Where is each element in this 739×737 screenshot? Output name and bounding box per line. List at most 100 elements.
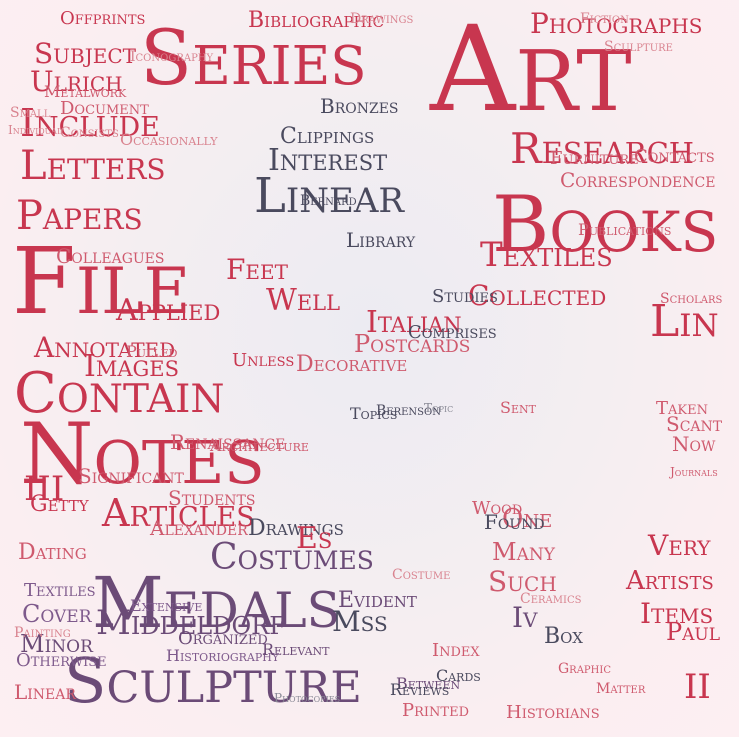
cloud-word: Ceramics bbox=[520, 591, 582, 607]
cloud-word: Document bbox=[60, 98, 149, 119]
cloud-word: Ulrich bbox=[30, 65, 123, 98]
cloud-word: Taken bbox=[656, 398, 708, 419]
cloud-word: File bbox=[12, 228, 191, 335]
cloud-word: Evident bbox=[338, 588, 417, 613]
cloud-word: Now bbox=[672, 432, 716, 456]
cloud-word: Contacts bbox=[634, 146, 715, 167]
cloud-word: Dating bbox=[18, 540, 87, 565]
cloud-word: Costume bbox=[392, 567, 451, 583]
cloud-word: Reviews bbox=[390, 680, 450, 699]
cloud-word: II bbox=[684, 667, 711, 707]
cloud-word: Series bbox=[140, 13, 367, 102]
cloud-word: Textiles bbox=[24, 580, 96, 601]
cloud-word: Minor bbox=[20, 630, 93, 658]
cloud-word: Cover bbox=[22, 600, 92, 628]
cloud-word: Sculpture bbox=[604, 39, 673, 55]
cloud-word: Unless bbox=[232, 350, 295, 371]
cloud-word: Index bbox=[432, 640, 480, 661]
cloud-word: Topics bbox=[350, 404, 398, 423]
cloud-word: Studies bbox=[432, 286, 498, 307]
cloud-word: Getty bbox=[30, 492, 89, 517]
cloud-word: III bbox=[24, 469, 65, 509]
cloud-word: Such bbox=[488, 565, 557, 598]
cloud-word: Fiction bbox=[580, 11, 629, 27]
cloud-word: Bibliographic bbox=[248, 8, 384, 33]
cloud-word: Items bbox=[640, 597, 714, 630]
cloud-word: Linear bbox=[14, 680, 76, 704]
cloud-word: Metalwork bbox=[44, 82, 127, 101]
cloud-word: Textiles bbox=[480, 235, 613, 275]
cloud-word: Clippings bbox=[280, 124, 375, 149]
cloud-word: Notes bbox=[20, 405, 265, 503]
cloud-word: Linear bbox=[254, 168, 405, 224]
cloud-word: Medals bbox=[92, 562, 341, 644]
cloud-word: Costumes bbox=[210, 537, 374, 578]
cloud-word: Collected bbox=[468, 279, 607, 312]
cloud-word: Research bbox=[510, 124, 695, 173]
cloud-word: Students bbox=[168, 486, 256, 510]
cloud-word: Letters bbox=[20, 143, 166, 189]
cloud-word: Significant bbox=[78, 464, 184, 488]
cloud-word: Offprints bbox=[60, 8, 146, 29]
cloud-word: Architecture bbox=[210, 436, 309, 455]
cloud-word: Annotated bbox=[34, 331, 176, 364]
cloud-word: Postcards bbox=[354, 330, 471, 358]
cloud-word: Photocopies bbox=[274, 691, 341, 705]
cloud-word: Occasionally bbox=[120, 130, 218, 149]
cloud-word: Papers bbox=[16, 193, 143, 239]
cloud-word: Wood bbox=[472, 498, 523, 519]
cloud-word: Publications bbox=[578, 220, 672, 239]
cloud-word: Images bbox=[84, 349, 180, 384]
cloud-word: Paul bbox=[666, 618, 721, 646]
cloud-word: Bernard bbox=[300, 193, 357, 209]
cloud-word: Scholars bbox=[660, 291, 723, 307]
cloud-word: Matter bbox=[596, 681, 646, 697]
cloud-word: Books bbox=[492, 180, 719, 270]
cloud-word: Renaissance bbox=[170, 430, 286, 454]
cloud-word: Found bbox=[484, 510, 545, 534]
cloud-word: Many bbox=[492, 538, 555, 566]
cloud-word: Small bbox=[10, 105, 51, 121]
cloud-word: Articles bbox=[102, 491, 255, 535]
cloud-word: Historians bbox=[506, 702, 600, 723]
cloud-word: Pulled bbox=[126, 342, 178, 361]
cloud-word: Box bbox=[544, 624, 583, 649]
cloud-word: Colleagues bbox=[56, 244, 165, 268]
cloud-word: Sent bbox=[500, 398, 536, 417]
cloud-word: Photographs bbox=[530, 7, 703, 40]
cloud-word: Decorative bbox=[296, 352, 408, 377]
cloud-word: Historiography bbox=[166, 646, 280, 665]
cloud-word: Topic bbox=[424, 401, 454, 415]
cloud-word: Consists bbox=[60, 125, 119, 141]
cloud-word: Mss bbox=[332, 605, 388, 638]
cloud-word: Lin bbox=[650, 296, 719, 347]
cloud-word: Journals bbox=[670, 465, 718, 479]
cloud-word: Include bbox=[20, 101, 160, 145]
cloud-word: Between bbox=[396, 674, 461, 693]
cloud-word: Graphic bbox=[558, 661, 611, 677]
cloud-word: Extensive bbox=[130, 596, 203, 615]
cloud-word: Drawings bbox=[350, 11, 414, 27]
cloud-word: Bronzes bbox=[320, 94, 399, 118]
cloud-word: Correspondence bbox=[560, 168, 716, 192]
cloud-word: Printed bbox=[402, 700, 469, 721]
cloud-word: Cards bbox=[436, 666, 481, 685]
cloud-word: Scant bbox=[666, 412, 723, 436]
cloud-word: Organized bbox=[178, 628, 268, 649]
cloud-word: Relevant bbox=[262, 640, 330, 659]
cloud-word: Applied bbox=[116, 293, 221, 328]
cloud-word: Painting bbox=[14, 625, 71, 641]
cloud-word: Iv bbox=[512, 601, 538, 634]
cloud-word: Sculpture bbox=[64, 644, 362, 717]
cloud-word: Contain bbox=[14, 361, 225, 426]
cloud-word: Furniture bbox=[550, 148, 639, 169]
cloud-word: Es bbox=[296, 521, 333, 556]
cloud-word: Feet bbox=[226, 253, 288, 286]
cloud-word: Berenson bbox=[376, 403, 441, 419]
cloud-word: Very bbox=[648, 529, 711, 562]
cloud-word: Subject bbox=[34, 37, 136, 70]
cloud-word: Drawings bbox=[248, 516, 344, 541]
cloud-word: Comprises bbox=[408, 322, 497, 343]
cloud-word: Italian bbox=[366, 305, 462, 340]
